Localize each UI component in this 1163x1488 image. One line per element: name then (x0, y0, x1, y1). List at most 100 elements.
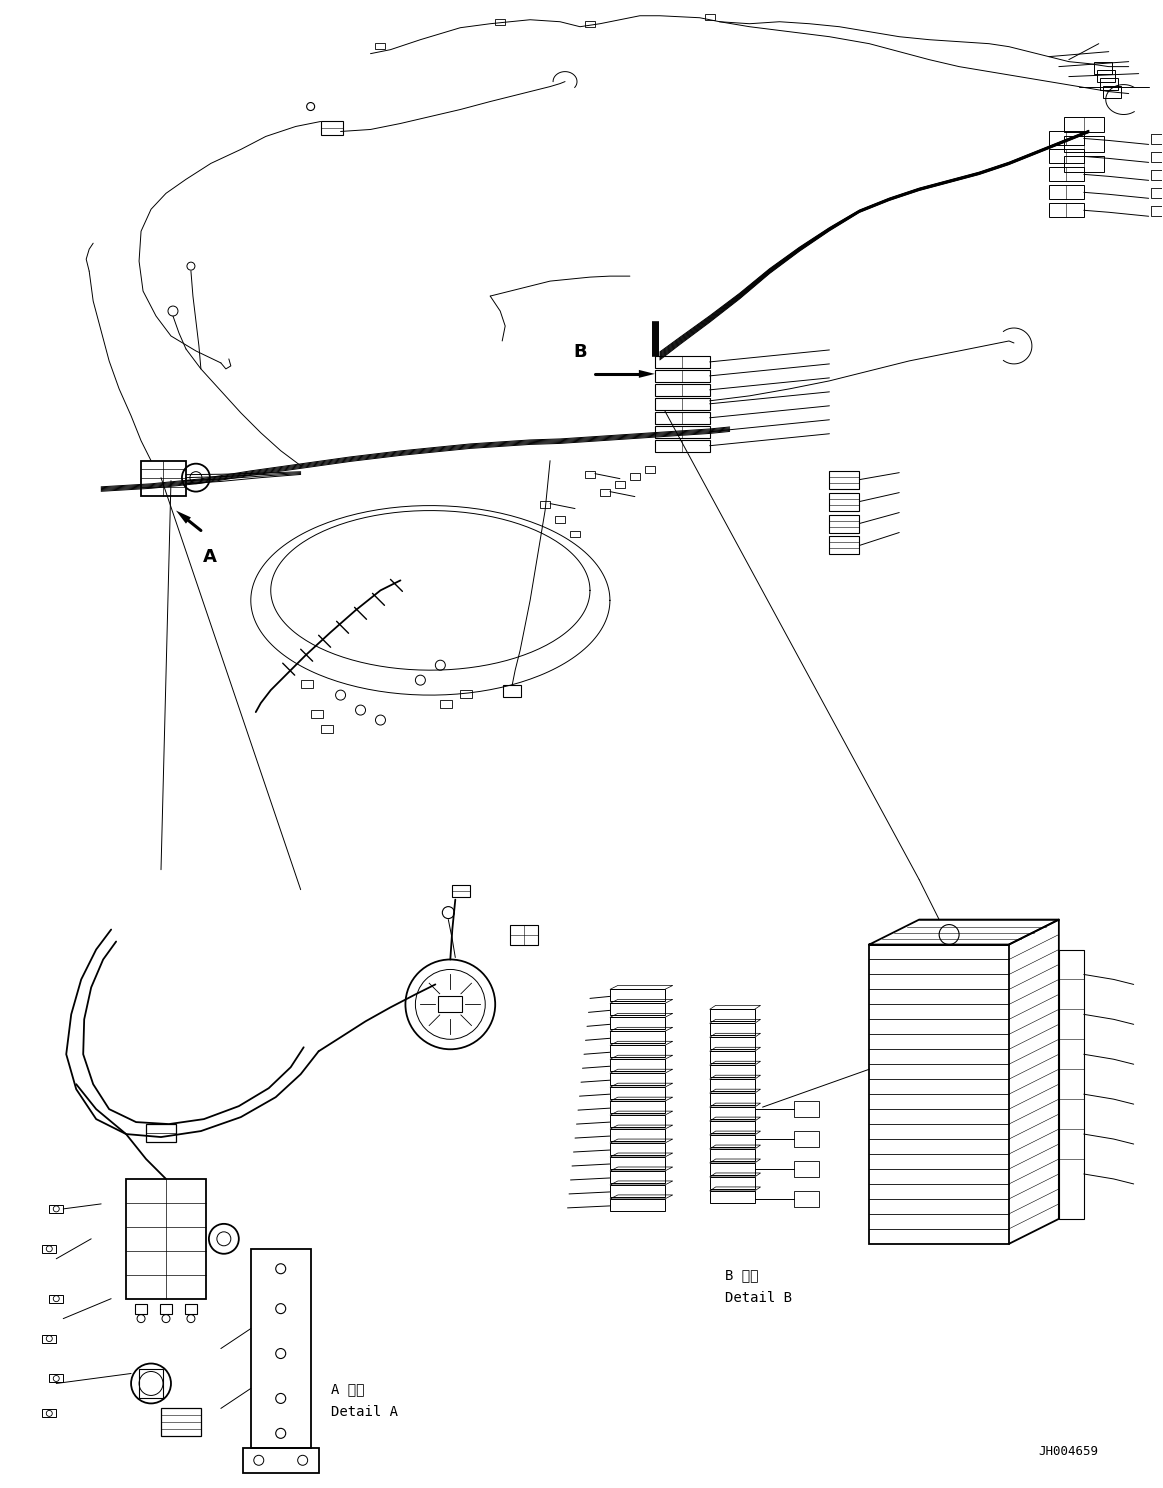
Text: A: A (202, 549, 216, 567)
Bar (655, 371, 709, 382)
Text: B: B (573, 342, 586, 362)
Bar (609, 1045, 665, 1058)
Bar (141, 461, 186, 496)
Bar (301, 680, 313, 687)
Bar (655, 356, 709, 368)
Bar (709, 1120, 755, 1132)
Bar (630, 473, 640, 479)
Bar (243, 1448, 319, 1473)
Bar (709, 1065, 755, 1077)
Bar (1103, 86, 1121, 98)
Bar (321, 122, 343, 135)
Bar (49, 1205, 63, 1213)
Bar (609, 1003, 665, 1015)
Bar (1064, 116, 1104, 132)
Bar (495, 19, 505, 25)
Bar (1064, 156, 1104, 173)
Bar (438, 997, 462, 1012)
Bar (609, 1129, 665, 1141)
Bar (609, 1171, 665, 1183)
Bar (869, 945, 1009, 1244)
Text: Detail A: Detail A (330, 1405, 398, 1420)
Bar (1049, 204, 1084, 217)
Text: B 詳細: B 詳細 (725, 1268, 758, 1281)
Bar (829, 493, 859, 510)
Bar (311, 710, 322, 719)
Bar (160, 1303, 172, 1314)
Bar (644, 466, 655, 473)
Bar (452, 885, 470, 897)
Bar (609, 1018, 665, 1030)
Bar (585, 470, 595, 478)
Bar (709, 1190, 755, 1202)
Bar (504, 684, 521, 696)
Bar (160, 1409, 201, 1436)
Bar (251, 1248, 311, 1448)
Bar (609, 1115, 665, 1126)
Bar (42, 1409, 56, 1418)
Bar (709, 1009, 755, 1021)
Bar (794, 1190, 820, 1207)
Bar (376, 43, 385, 49)
Bar (709, 1079, 755, 1091)
Bar (461, 690, 472, 698)
Polygon shape (176, 510, 191, 524)
Bar (49, 1295, 63, 1302)
Bar (1093, 61, 1112, 73)
Bar (1049, 131, 1084, 146)
Bar (135, 1303, 147, 1314)
Bar (1064, 137, 1104, 152)
Bar (655, 412, 709, 424)
Bar (709, 1177, 755, 1189)
Bar (609, 990, 665, 1001)
Bar (829, 515, 859, 533)
Bar (709, 1051, 755, 1064)
Bar (655, 440, 709, 452)
Bar (126, 1178, 206, 1299)
Bar (794, 1131, 820, 1147)
Bar (441, 701, 452, 708)
Bar (147, 1123, 176, 1143)
Bar (140, 1369, 163, 1399)
Bar (600, 488, 609, 496)
Bar (609, 1184, 665, 1196)
Bar (705, 13, 715, 19)
Bar (655, 397, 709, 409)
Bar (1049, 186, 1084, 199)
Bar (1150, 152, 1163, 162)
Polygon shape (638, 371, 655, 378)
Bar (615, 481, 625, 488)
Bar (829, 537, 859, 555)
Bar (709, 1164, 755, 1176)
Bar (609, 1199, 665, 1211)
Bar (829, 470, 859, 488)
Bar (185, 1303, 197, 1314)
Text: A 詳細: A 詳細 (330, 1382, 364, 1396)
Bar (794, 1161, 820, 1177)
Bar (42, 1335, 56, 1342)
Bar (1100, 77, 1118, 89)
Bar (321, 725, 333, 734)
Bar (42, 1245, 56, 1253)
Bar (609, 1073, 665, 1085)
Bar (609, 1059, 665, 1071)
Bar (794, 1101, 820, 1117)
Bar (655, 426, 709, 437)
Bar (1150, 170, 1163, 180)
Bar (1097, 70, 1114, 82)
Bar (709, 1149, 755, 1161)
Bar (709, 1037, 755, 1049)
Bar (570, 531, 580, 537)
Bar (49, 1375, 63, 1382)
Bar (1058, 949, 1084, 1219)
Bar (1049, 167, 1084, 182)
Bar (609, 1158, 665, 1170)
Text: JH004659: JH004659 (1039, 1445, 1099, 1458)
Bar (609, 1088, 665, 1100)
Bar (1049, 149, 1084, 164)
Bar (709, 1094, 755, 1106)
Bar (655, 384, 709, 396)
Bar (1150, 207, 1163, 216)
Text: Detail B: Detail B (725, 1290, 792, 1305)
Bar (1150, 134, 1163, 144)
